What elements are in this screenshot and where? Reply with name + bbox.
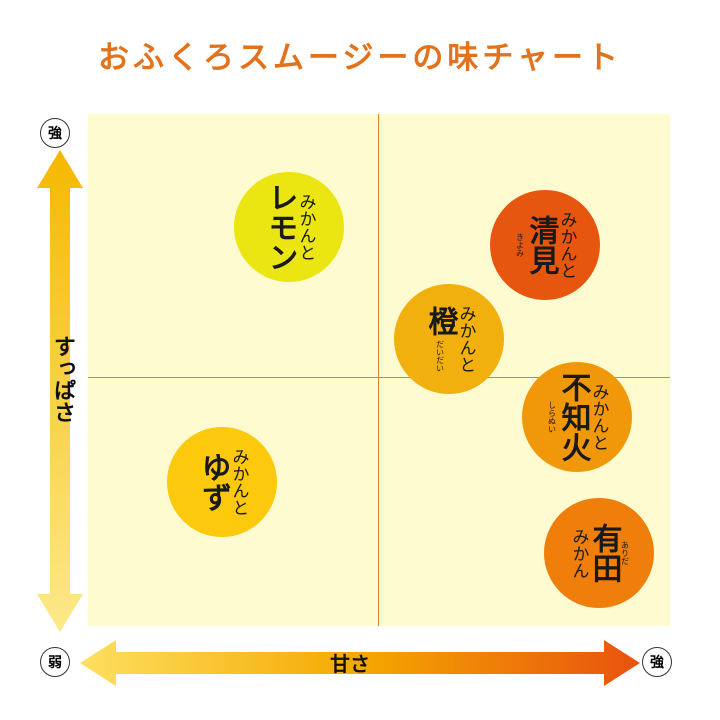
chart-title: おふくろスムージーの味チャート xyxy=(97,40,623,76)
flavor-name: レモン xyxy=(262,182,298,272)
flavor-suffix: みかんと xyxy=(228,448,249,516)
x-axis-label: 甘さ xyxy=(330,652,370,676)
flavor-circle: みかんと レモン xyxy=(234,172,344,282)
flavor-name: 橙 xyxy=(422,306,458,336)
x-axis-arrow xyxy=(80,640,640,686)
flavor-name: ゆず xyxy=(195,452,231,512)
x-high-badge: 強 xyxy=(642,647,672,677)
flavor-suffix: みかんと xyxy=(556,211,577,279)
flavor-circle: みかんと 清見 きよみ xyxy=(490,190,600,300)
flavor-ruby: ありだ xyxy=(620,541,630,565)
flavor-ruby: だいだい xyxy=(435,340,445,372)
y-axis-arrow xyxy=(37,150,83,632)
flavor-circle: ありだ 有田 みかん xyxy=(544,498,654,608)
flavor-name: 有田 xyxy=(586,523,622,583)
vertical-center-line xyxy=(378,114,379,626)
y-axis-label: すっぱさ xyxy=(50,335,75,423)
flavor-ruby: しらぬい xyxy=(547,401,557,433)
flavor-ruby: きよみ xyxy=(515,233,525,257)
flavor-circle: みかんと橙だいだい xyxy=(394,284,504,394)
flavor-name: 不知火 xyxy=(555,372,591,462)
flavor-suffix: みかんと xyxy=(588,383,609,451)
flavor-suffix: みかん xyxy=(568,527,589,579)
flavor-circle: みかんと ゆず xyxy=(167,427,277,537)
flavor-suffix: みかんと xyxy=(455,305,476,373)
horizontal-center-line xyxy=(88,377,670,378)
flavor-circle: みかんと 不知火 しらぬい xyxy=(522,362,632,472)
flavor-suffix: みかんと xyxy=(295,193,316,261)
flavor-name: 清見 xyxy=(523,215,559,275)
y-high-badge: 強 xyxy=(40,118,70,148)
x-low-badge: 弱 xyxy=(40,647,70,677)
